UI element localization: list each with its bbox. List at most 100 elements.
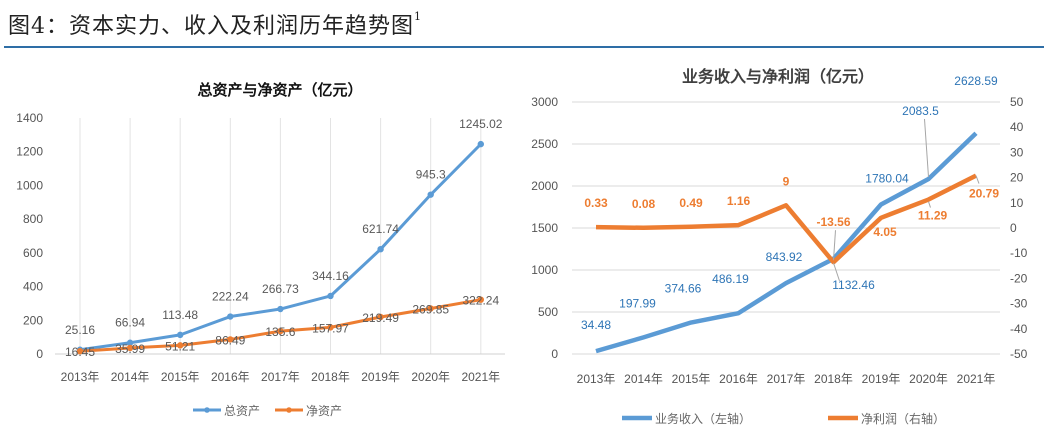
x-tick-label: 2017年 bbox=[261, 370, 300, 384]
data-label-revenue: 2083.5 bbox=[902, 104, 939, 118]
x-tick-label: 2019年 bbox=[361, 370, 400, 384]
left-y-tick-label: 2000 bbox=[531, 179, 558, 193]
data-label-net-assets: 86.49 bbox=[215, 333, 245, 347]
y-tick-label: 0 bbox=[36, 347, 43, 361]
data-point bbox=[177, 331, 184, 339]
x-tick-label: 2015年 bbox=[672, 372, 711, 386]
data-label-total-assets: 113.48 bbox=[162, 308, 198, 322]
y-tick-label: 600 bbox=[23, 246, 43, 260]
x-tick-label: 2017年 bbox=[767, 372, 806, 386]
data-label-net-assets: 219.49 bbox=[362, 311, 399, 325]
data-label-revenue: 1132.46 bbox=[832, 278, 875, 292]
legend-label: 净利润（右轴） bbox=[861, 411, 945, 426]
data-label-revenue: 486.19 bbox=[712, 272, 749, 286]
data-point bbox=[427, 191, 434, 198]
right-y-tick-label: 20 bbox=[1010, 171, 1024, 185]
data-label-revenue: 843.92 bbox=[766, 250, 803, 264]
figure-title: 图4：资本实力、收入及利润历年趋势图1 bbox=[8, 8, 422, 40]
x-tick-label: 2013年 bbox=[577, 372, 616, 386]
data-point bbox=[76, 348, 84, 355]
data-label-net-profit: 20.79 bbox=[969, 187, 999, 201]
right-y-tick-label: 0 bbox=[1010, 221, 1017, 235]
right-y-tick-label: -50 bbox=[1010, 347, 1028, 361]
data-point bbox=[277, 305, 284, 313]
y-tick-label: 1400 bbox=[16, 111, 43, 125]
data-label-net-profit: -13.56 bbox=[816, 215, 850, 229]
data-label-total-assets: 621.74 bbox=[362, 222, 399, 236]
data-label-total-assets: 222.24 bbox=[212, 290, 249, 304]
x-tick-label: 2019年 bbox=[862, 372, 901, 386]
data-label-total-assets: 1245.02 bbox=[459, 117, 503, 131]
data-label-net-profit: 9 bbox=[783, 174, 790, 188]
data-label-net-assets: 269.85 bbox=[412, 303, 449, 317]
series-line-net-profit bbox=[595, 173, 978, 265]
data-label-net-profit: 0.08 bbox=[632, 197, 656, 211]
data-point bbox=[227, 336, 234, 343]
x-tick-label: 2018年 bbox=[814, 372, 853, 386]
data-point bbox=[126, 344, 134, 352]
data-point bbox=[477, 296, 484, 303]
x-tick-label: 2021年 bbox=[957, 372, 996, 386]
leader-line bbox=[833, 230, 836, 261]
right-y-tick-label: 50 bbox=[1010, 95, 1024, 109]
chart-title: 总资产与净资产（亿元） bbox=[197, 81, 362, 99]
data-label-net-assets: 322.24 bbox=[462, 294, 499, 308]
title-divider bbox=[4, 46, 1044, 48]
leader-line bbox=[924, 118, 929, 178]
data-label-total-assets: 66.94 bbox=[115, 316, 145, 330]
right-y-tick-label: -40 bbox=[1010, 322, 1028, 336]
series-line-revenue bbox=[595, 131, 978, 354]
right-y-tick-label: 40 bbox=[1010, 120, 1024, 134]
right-y-tick-label: 30 bbox=[1010, 145, 1024, 159]
data-label-total-assets: 344.16 bbox=[312, 269, 349, 283]
left-y-tick-label: 3000 bbox=[531, 95, 558, 109]
data-label-net-assets: 35.99 bbox=[115, 342, 145, 356]
x-tick-label: 2016年 bbox=[211, 370, 250, 384]
y-tick-label: 1200 bbox=[16, 145, 43, 159]
left-y-tick-label: 2500 bbox=[531, 137, 558, 151]
figure-title-text: 图4：资本实力、收入及利润历年趋势图 bbox=[8, 14, 414, 39]
legend-label: 净资产 bbox=[306, 404, 342, 418]
data-point bbox=[427, 305, 434, 312]
y-tick-label: 800 bbox=[23, 212, 43, 226]
data-point bbox=[377, 245, 384, 253]
legend-swatch-marker bbox=[204, 407, 210, 413]
y-tick-label: 1000 bbox=[16, 178, 43, 192]
data-point bbox=[126, 339, 134, 346]
right-y-tick-label: -10 bbox=[1010, 246, 1028, 260]
data-label-net-assets: 135.6 bbox=[265, 325, 295, 339]
legend-label: 业务收入（左轴） bbox=[655, 411, 751, 426]
left-y-tick-label: 500 bbox=[538, 305, 558, 319]
data-point bbox=[327, 292, 334, 300]
x-tick-label: 2020年 bbox=[411, 370, 450, 384]
right-y-tick-label: 10 bbox=[1010, 196, 1024, 210]
legend-swatch-marker bbox=[286, 407, 292, 413]
y-tick-label: 200 bbox=[23, 313, 43, 327]
data-label-net-assets: 51.21 bbox=[165, 339, 195, 353]
left-y-tick-label: 1000 bbox=[531, 263, 558, 277]
x-tick-label: 2015年 bbox=[161, 370, 200, 384]
data-label-total-assets: 25.16 bbox=[65, 323, 95, 337]
x-tick-label: 2014年 bbox=[111, 370, 150, 384]
x-tick-label: 2020年 bbox=[909, 372, 948, 386]
y-tick-label: 400 bbox=[23, 280, 43, 294]
data-label-net-profit: 11.29 bbox=[918, 209, 948, 223]
chart-title: 业务收入与净利润（亿元） bbox=[682, 67, 874, 86]
data-label-net-assets: 157.97 bbox=[312, 321, 349, 335]
leader-line bbox=[833, 262, 840, 282]
data-label-total-assets: 266.73 bbox=[262, 282, 299, 296]
data-label-total-assets: 945.3 bbox=[416, 168, 446, 182]
data-point bbox=[327, 324, 334, 331]
legend-label: 总资产 bbox=[224, 404, 260, 418]
x-tick-label: 2018年 bbox=[311, 370, 350, 384]
data-label-revenue: 197.99 bbox=[619, 296, 656, 310]
leader-line bbox=[928, 201, 931, 208]
x-tick-label: 2014年 bbox=[624, 372, 663, 386]
data-label-net-profit: 0.33 bbox=[584, 196, 608, 210]
data-point bbox=[227, 313, 234, 320]
footnote-mark: 1 bbox=[414, 10, 422, 23]
data-point bbox=[377, 313, 384, 321]
left-y-tick-label: 1500 bbox=[531, 221, 558, 235]
data-label-net-profit: 1.16 bbox=[727, 194, 751, 208]
